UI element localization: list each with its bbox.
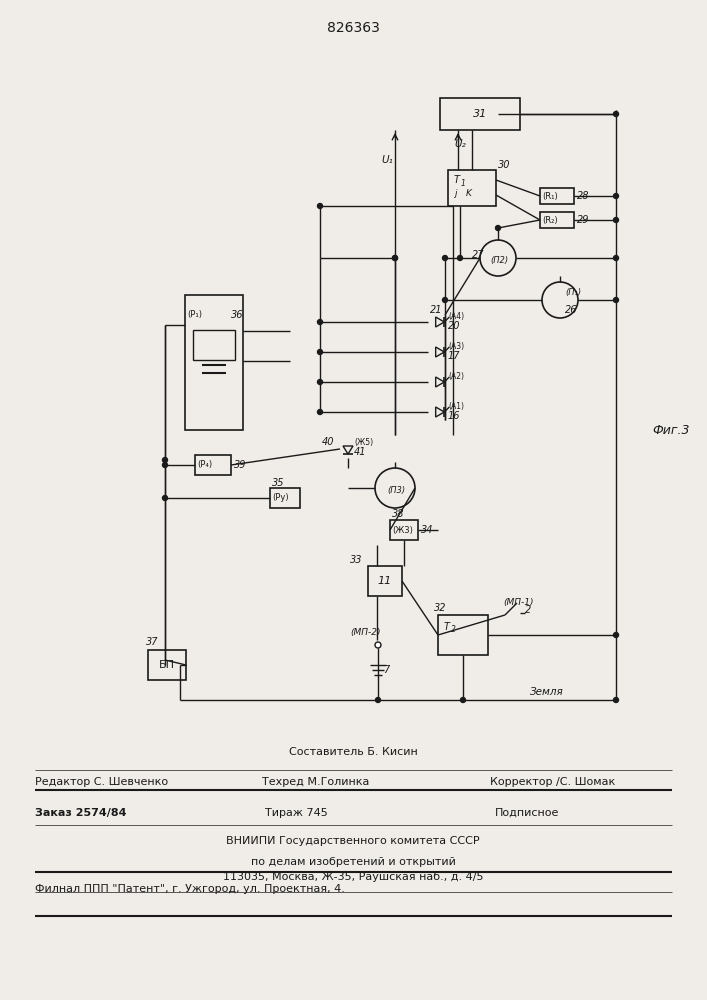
Text: T: T bbox=[454, 175, 460, 185]
Text: (П₁): (П₁) bbox=[565, 288, 581, 296]
Circle shape bbox=[614, 298, 619, 302]
Text: 7: 7 bbox=[383, 665, 390, 675]
Text: 2: 2 bbox=[525, 605, 531, 615]
Text: 28: 28 bbox=[577, 191, 590, 201]
Circle shape bbox=[496, 226, 501, 231]
Text: БП: БП bbox=[159, 660, 175, 670]
Text: Филнал ППП "Патент", г. Ужгород, ул. Проектная, 4.: Филнал ППП "Патент", г. Ужгород, ул. Про… bbox=[35, 884, 345, 894]
Bar bbox=[368, 566, 402, 596]
Circle shape bbox=[460, 698, 465, 702]
Text: 113035, Москва, Ж-35, Раушская наб., д. 4/5: 113035, Москва, Ж-35, Раушская наб., д. … bbox=[223, 872, 484, 882]
Text: Тираж 745: Тираж 745 bbox=[265, 808, 328, 818]
Circle shape bbox=[392, 255, 397, 260]
Text: (Ж3): (Ж3) bbox=[392, 526, 413, 534]
Text: 826363: 826363 bbox=[327, 21, 380, 35]
Circle shape bbox=[392, 255, 397, 260]
Text: Корректор /С. Шомак: Корректор /С. Шомак bbox=[490, 777, 615, 787]
Text: 26: 26 bbox=[565, 305, 578, 315]
Circle shape bbox=[163, 495, 168, 500]
Text: 1: 1 bbox=[461, 178, 466, 188]
Text: 2: 2 bbox=[451, 626, 456, 635]
Text: 17: 17 bbox=[448, 351, 460, 361]
Bar bbox=[270, 488, 300, 508]
Text: (Ж5): (Ж5) bbox=[354, 438, 373, 446]
Circle shape bbox=[614, 698, 619, 702]
Text: 16: 16 bbox=[448, 411, 460, 421]
Text: 37: 37 bbox=[146, 637, 158, 647]
Circle shape bbox=[443, 255, 448, 260]
Bar bbox=[185, 295, 243, 430]
Text: 30: 30 bbox=[498, 160, 510, 170]
Text: (А3): (А3) bbox=[448, 342, 464, 351]
Circle shape bbox=[614, 255, 619, 260]
Circle shape bbox=[375, 698, 380, 702]
Bar bbox=[540, 188, 574, 204]
Text: Подписное: Подписное bbox=[495, 808, 559, 818]
Text: Составитель Б. Кисин: Составитель Б. Кисин bbox=[288, 747, 417, 757]
Circle shape bbox=[317, 350, 322, 355]
Text: Техред М.Голинка: Техред М.Голинка bbox=[262, 777, 369, 787]
Text: (П3): (П3) bbox=[387, 486, 405, 494]
Text: Фиг.3: Фиг.3 bbox=[652, 424, 689, 436]
Text: 27: 27 bbox=[472, 250, 484, 260]
Text: (А1): (А1) bbox=[448, 401, 464, 410]
Text: T: T bbox=[444, 622, 450, 632]
Circle shape bbox=[317, 379, 322, 384]
Circle shape bbox=[163, 462, 168, 468]
Circle shape bbox=[614, 194, 619, 198]
Text: 36: 36 bbox=[231, 310, 243, 320]
Circle shape bbox=[614, 633, 619, 638]
Bar bbox=[390, 520, 418, 540]
Text: ВНИИПИ Государственного комитета СССР: ВНИИПИ Государственного комитета СССР bbox=[226, 836, 480, 846]
Text: 40: 40 bbox=[322, 437, 334, 447]
Text: 39: 39 bbox=[234, 460, 247, 470]
Circle shape bbox=[375, 642, 381, 648]
Bar bbox=[193, 330, 235, 360]
Text: U₂: U₂ bbox=[454, 139, 466, 149]
Text: 20: 20 bbox=[448, 321, 460, 331]
Circle shape bbox=[457, 255, 462, 260]
Bar bbox=[438, 615, 488, 655]
Bar bbox=[540, 212, 574, 228]
Text: (МП-1): (МП-1) bbox=[503, 598, 534, 607]
Circle shape bbox=[317, 410, 322, 414]
Text: (Р₄): (Р₄) bbox=[197, 460, 212, 470]
Text: 41: 41 bbox=[354, 447, 366, 457]
Text: Заказ 2574/84: Заказ 2574/84 bbox=[35, 808, 127, 818]
Bar bbox=[148, 650, 186, 680]
Text: 35: 35 bbox=[272, 478, 284, 488]
Circle shape bbox=[317, 204, 322, 209]
Text: 33: 33 bbox=[349, 555, 362, 565]
Text: 31: 31 bbox=[473, 109, 487, 119]
Text: 32: 32 bbox=[434, 603, 447, 613]
Text: (Ру): (Ру) bbox=[272, 493, 288, 502]
Text: (МП-2): (МП-2) bbox=[350, 629, 380, 638]
Text: j: j bbox=[454, 190, 457, 198]
Text: U₁: U₁ bbox=[381, 155, 393, 165]
Bar bbox=[440, 98, 520, 130]
Circle shape bbox=[317, 320, 322, 324]
Circle shape bbox=[614, 218, 619, 223]
Text: Редактор С. Шевченко: Редактор С. Шевченко bbox=[35, 777, 168, 787]
Text: 21: 21 bbox=[430, 305, 443, 315]
Text: K: K bbox=[466, 190, 472, 198]
Text: (Р₁): (Р₁) bbox=[187, 310, 202, 320]
Text: (П2): (П2) bbox=[490, 256, 508, 265]
Text: 38: 38 bbox=[392, 509, 404, 519]
Text: 11: 11 bbox=[378, 576, 392, 586]
Text: (R₁): (R₁) bbox=[542, 192, 558, 200]
Bar bbox=[448, 170, 496, 206]
Text: 34: 34 bbox=[421, 525, 433, 535]
Text: 29: 29 bbox=[577, 215, 590, 225]
Circle shape bbox=[614, 111, 619, 116]
Text: (R₂): (R₂) bbox=[542, 216, 558, 225]
Circle shape bbox=[443, 298, 448, 302]
Bar bbox=[195, 455, 231, 475]
Text: (А2): (А2) bbox=[448, 371, 464, 380]
Text: Земля: Земля bbox=[530, 687, 563, 697]
Circle shape bbox=[163, 458, 168, 462]
Text: по делам изобретений и открытий: по делам изобретений и открытий bbox=[250, 857, 455, 867]
Text: (А4): (А4) bbox=[448, 312, 464, 320]
